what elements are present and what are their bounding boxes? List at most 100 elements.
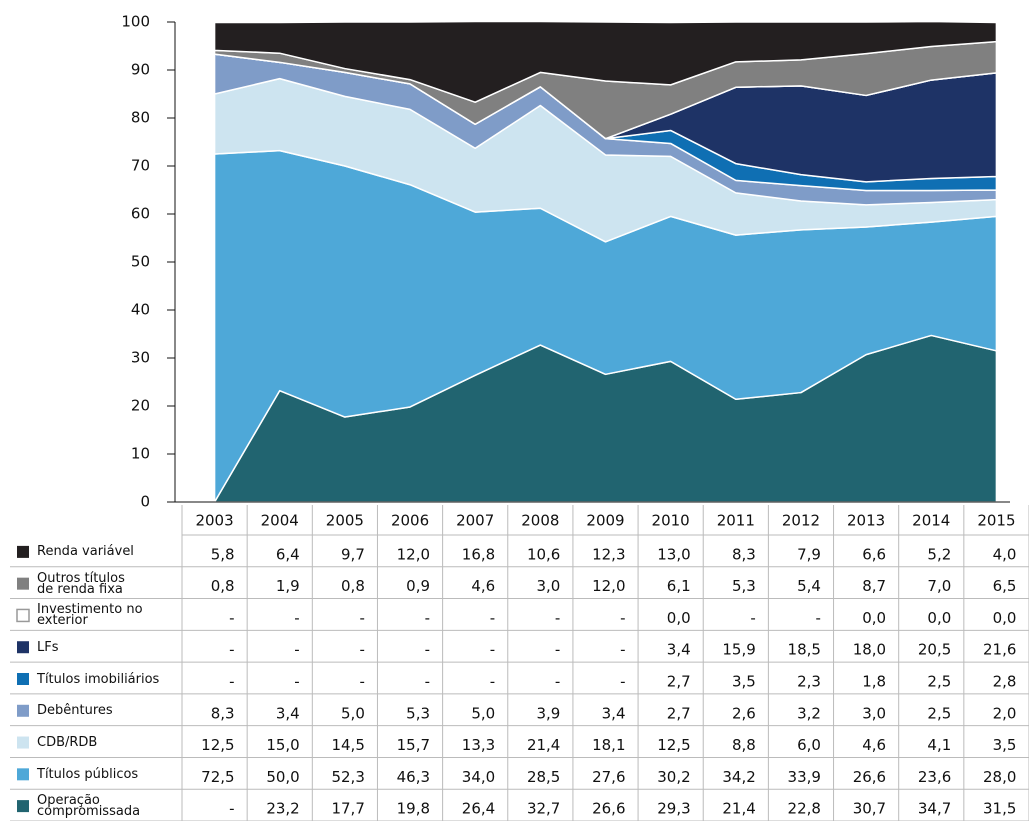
table-value: - [229,673,234,691]
y-tick-label: 20 [131,397,150,415]
table-value: 1,9 [276,577,300,595]
x-tick-label: 2014 [912,512,950,530]
table-value: 5,2 [927,545,951,563]
table-value: 30,7 [853,800,886,818]
table-value: 52,3 [331,768,364,786]
table-value: 6,1 [667,577,691,595]
y-tick-label: 90 [131,61,150,79]
table-value: 0,0 [993,609,1017,627]
legend-swatch [17,800,29,813]
table-value: 21,4 [527,736,560,754]
legend-label: Operação compromissada [37,793,141,820]
legend-label: Títulos imobiliários [37,671,160,687]
x-tick-label: 2007 [456,512,494,530]
table-value: 18,0 [853,641,886,659]
x-tick-label: 2010 [652,512,690,530]
legend-label: Renda variável [37,544,134,560]
table-value: 12,0 [397,545,430,563]
table-value: 34,0 [462,768,495,786]
table-value: 3,9 [536,704,560,722]
table-value: 4,6 [471,577,495,595]
table-value: 20,5 [918,641,951,659]
table-value: - [359,641,364,659]
x-tick-label: 2011 [717,512,755,530]
table-value: 5,3 [406,704,430,722]
legend-swatch [17,545,29,558]
table-value: 12,5 [657,736,690,754]
table-value: - [359,609,364,627]
table-value: 46,3 [397,768,430,786]
table-value: 21,6 [983,641,1016,659]
table-value: - [750,609,755,627]
table-value: 16,8 [462,545,495,563]
table-value: 15,7 [397,736,430,754]
x-tick-label: 2012 [782,512,820,530]
table-value: 26,6 [853,768,886,786]
table-value: 5,0 [341,704,365,722]
table-value: 0,0 [862,609,886,627]
table-value: 5,3 [732,577,756,595]
table-value: 9,7 [341,545,365,563]
table-value: 8,3 [732,545,756,563]
table-value: 32,7 [527,800,560,818]
table-value: - [425,609,430,627]
table-value: 0,8 [211,577,235,595]
table-value: 30,2 [657,768,690,786]
table-value: - [490,641,495,659]
table-value: 21,4 [722,800,755,818]
x-tick-label: 2004 [261,512,299,530]
table-value: - [425,673,430,691]
y-tick-label: 70 [131,157,150,175]
legend-swatch [16,608,30,623]
table-value: 2,3 [797,673,821,691]
table-value: 5,0 [471,704,495,722]
legend-swatch [17,641,29,654]
table-value: 13,3 [462,736,495,754]
table-value: - [555,673,560,691]
table-value: 1,8 [862,673,886,691]
table-value: 15,0 [266,736,299,754]
table-value: - [620,673,625,691]
table-value: 0,0 [667,609,691,627]
table-value: 2,7 [667,704,691,722]
table-value: 6,0 [797,736,821,754]
table-value: - [490,673,495,691]
table-value: 26,6 [592,800,625,818]
table-value: 0,9 [406,577,430,595]
table-value: - [229,641,234,659]
table-value: 3,5 [993,736,1017,754]
y-tick-label: 40 [131,301,150,319]
legend-swatch [17,736,29,749]
table-value: 8,8 [732,736,756,754]
legend-swatch [17,577,29,590]
x-tick-label: 2013 [847,512,885,530]
table-value: - [490,609,495,627]
table-value: 3,0 [862,704,886,722]
table-value: 2,5 [927,704,951,722]
table-value: 6,6 [862,545,886,563]
table-value: 6,4 [276,545,300,563]
legend-label: Debêntures [37,703,113,719]
table-value: 14,5 [331,736,364,754]
table-value: 34,2 [722,768,755,786]
table-value: 12,5 [201,736,234,754]
table-value: 18,1 [592,736,625,754]
table-value: - [425,641,430,659]
y-tick-label: 50 [131,253,150,271]
table-value: 2,7 [667,673,691,691]
area [213,20,998,103]
table-value: 2,8 [993,673,1017,691]
table-value: 18,5 [788,641,821,659]
table-value: 15,9 [722,641,755,659]
table-value: 17,7 [331,800,364,818]
table-value: 12,3 [592,545,625,563]
table-value: 23,2 [266,800,299,818]
table-value: 0,8 [341,577,365,595]
table-value: 2,0 [993,704,1017,722]
table-value: 26,4 [462,800,495,818]
table-value: - [229,609,234,627]
table-value: 7,0 [927,577,951,595]
legend-label: CDB/RDB [37,735,98,751]
